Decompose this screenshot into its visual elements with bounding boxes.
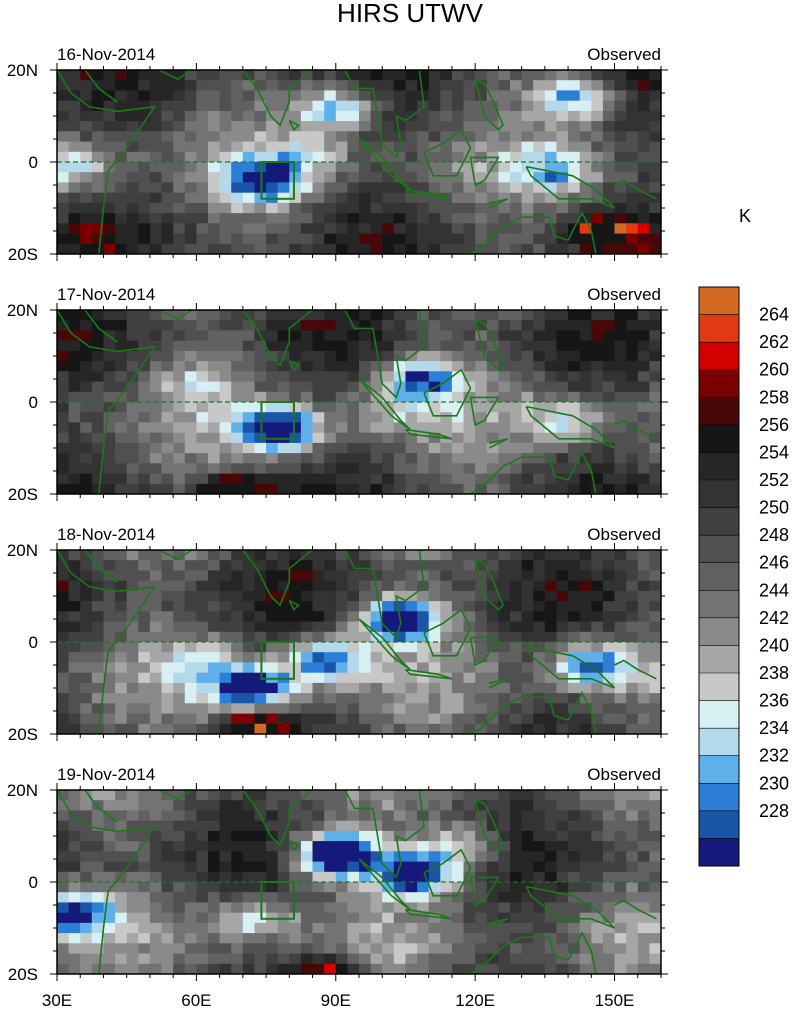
- lat-tick-label: 20N: [7, 301, 38, 320]
- colorbar-label: 238: [759, 663, 789, 683]
- colorbar-label: 234: [759, 718, 789, 738]
- panel-label: Observed: [587, 45, 661, 64]
- box-region: [260, 641, 295, 680]
- panel-date: 19-Nov-2014: [57, 765, 155, 784]
- utwv-field: [57, 550, 661, 734]
- colorbar-label: 228: [759, 801, 789, 821]
- colorbar-swatch: [699, 507, 739, 536]
- colorbar-swatch: [699, 562, 739, 591]
- panel-date: 16-Nov-2014: [57, 45, 155, 64]
- map-panel: 20N 0 20S 17-Nov-2014 Observed: [7, 285, 668, 504]
- lat-tick-label: 20S: [8, 725, 38, 744]
- map-panel: 20N 0 20S 19-Nov-2014 Observed: [7, 765, 668, 984]
- colorbar-unit: K: [739, 206, 751, 226]
- colorbar-label: 258: [759, 387, 789, 407]
- colorbar-swatch: [699, 838, 739, 867]
- colorbar-label: 248: [759, 525, 789, 545]
- lat-tick-label: 0: [29, 393, 38, 412]
- colorbar-label: 240: [759, 635, 789, 655]
- colorbar-label: 252: [759, 470, 789, 490]
- panel-date: 17-Nov-2014: [57, 285, 155, 304]
- colorbar-label: 264: [759, 305, 789, 325]
- lat-tick-label: 0: [29, 633, 38, 652]
- colorbar-swatch: [699, 783, 739, 812]
- colorbar-label: 250: [759, 498, 789, 518]
- utwv-field: [57, 310, 661, 494]
- colorbar-swatch: [699, 287, 739, 315]
- colorbar-swatch: [699, 590, 739, 619]
- lon-tick-label: 30E: [42, 991, 72, 1010]
- map-panels: 20N 0 20S 16-Nov-2014 Observed 20N 0 20S 17-Nov-…: [7, 45, 668, 1010]
- box-region: [260, 401, 295, 440]
- colorbar-swatch: [699, 617, 739, 646]
- colorbar-swatch: [699, 342, 739, 371]
- colorbar-swatch: [699, 673, 739, 701]
- colorbar-label: 262: [759, 332, 789, 352]
- colorbar-swatch: [699, 755, 739, 784]
- colorbar-swatch: [699, 728, 739, 757]
- colorbar-swatch: [699, 424, 739, 453]
- lat-tick-label: 20S: [8, 245, 38, 264]
- figure-title: HIRS UTWV: [337, 0, 484, 28]
- coastlines: [57, 550, 657, 734]
- lon-tick-label: 150E: [595, 991, 635, 1010]
- colorbar-label: 230: [759, 773, 789, 793]
- coastlines: [57, 790, 657, 974]
- lat-tick-label: 20N: [7, 541, 38, 560]
- colorbar-swatch: [699, 314, 739, 343]
- panel-label: Observed: [587, 525, 661, 544]
- coastlines: [57, 70, 657, 254]
- lon-tick-label: 90E: [321, 991, 351, 1010]
- colorbar-label: 244: [759, 580, 789, 600]
- colorbar-swatch: [699, 397, 739, 426]
- colorbar: 264 262 260 258 256 254 252 250 248 246 244 242 240 2…: [698, 286, 789, 867]
- colorbar-label: 254: [759, 442, 789, 462]
- lat-tick-label: 0: [29, 153, 38, 172]
- colorbar-label: 246: [759, 553, 789, 573]
- colorbar-label: 256: [759, 415, 789, 435]
- colorbar-swatch: [699, 810, 739, 839]
- map-panel: 20N 0 20S 16-Nov-2014 Observed: [7, 45, 668, 264]
- lat-tick-label: 20N: [7, 781, 38, 800]
- utwv-field: [57, 70, 661, 254]
- panel-date: 18-Nov-2014: [57, 525, 155, 544]
- lon-tick-label: 60E: [181, 991, 211, 1010]
- colorbar-swatch: [699, 369, 739, 398]
- lat-tick-label: 20N: [7, 61, 38, 80]
- colorbar-label: 242: [759, 608, 789, 628]
- lat-tick-label: 20S: [8, 965, 38, 984]
- coastlines: [57, 310, 657, 494]
- map-panel: 20N 0 20S 18-Nov-2014 Observed: [7, 525, 668, 744]
- lon-tick-label: 120E: [455, 991, 495, 1010]
- colorbar-swatch: [699, 700, 739, 729]
- colorbar-swatch: [699, 480, 739, 508]
- colorbar-swatch: [699, 452, 739, 481]
- box-region: [260, 161, 295, 200]
- colorbar-label: 232: [759, 746, 789, 766]
- colorbar-label: 260: [759, 360, 789, 380]
- box-region: [260, 881, 295, 920]
- colorbar-swatch: [699, 535, 739, 564]
- colorbar-swatch: [699, 645, 739, 674]
- lat-tick-label: 0: [29, 873, 38, 892]
- panel-label: Observed: [587, 765, 661, 784]
- colorbar-label: 236: [759, 691, 789, 711]
- utwv-field: [57, 790, 661, 974]
- lat-tick-label: 20S: [8, 485, 38, 504]
- panel-label: Observed: [587, 285, 661, 304]
